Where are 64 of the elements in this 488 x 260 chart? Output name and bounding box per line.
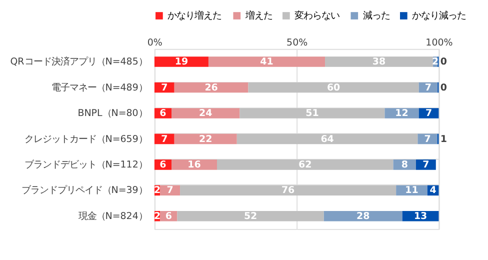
- data-label: 7: [422, 160, 430, 171]
- bar: [208, 56, 326, 67]
- data-label: 0: [440, 82, 448, 94]
- y-tick-label: BNPL（N=80）: [78, 108, 148, 120]
- bar: [174, 82, 248, 93]
- data-label: 6: [160, 160, 167, 171]
- bar: [236, 134, 418, 144]
- data-label: 7: [425, 108, 432, 120]
- data-label: 24: [199, 108, 213, 120]
- x-tick-label: 0%: [147, 38, 162, 49]
- data-label: 1: [440, 134, 448, 145]
- y-tick-label: QRコード決済アプリ（N=485）: [10, 56, 148, 68]
- legend-label: かなり減った: [412, 10, 466, 22]
- data-label: 6: [165, 210, 172, 222]
- data-label: 8: [401, 160, 408, 171]
- bar: [177, 210, 324, 222]
- data-label: 0: [440, 56, 448, 68]
- data-label: 13: [414, 210, 428, 222]
- bar: [180, 185, 396, 196]
- bar: [248, 82, 419, 93]
- x-tick-label: 100%: [426, 38, 453, 49]
- data-label: 64: [320, 134, 334, 145]
- bar: [416, 160, 436, 170]
- data-label: 76: [281, 185, 296, 196]
- data-label: 12: [395, 108, 408, 120]
- data-label: 4: [430, 185, 437, 196]
- bar: [240, 108, 385, 118]
- legend-label: 変わらない: [294, 10, 340, 22]
- bar: [172, 160, 217, 170]
- data-label: 38: [372, 56, 386, 68]
- legend-label: 増えた: [244, 10, 272, 22]
- x-tick-label: 50%: [286, 38, 308, 49]
- data-label: 19: [174, 56, 188, 68]
- data-label: 11: [405, 185, 418, 196]
- data-label: 16: [188, 160, 202, 171]
- data-label: 7: [424, 134, 431, 145]
- data-label: 60: [326, 82, 341, 94]
- y-tick-label: ブランドプリペイド（N=39）: [21, 185, 148, 196]
- data-label: 7: [161, 134, 168, 145]
- data-label: 41: [260, 56, 274, 68]
- data-label: 7: [161, 82, 168, 94]
- data-label: 28: [356, 210, 370, 222]
- legend-label: 減った: [362, 10, 390, 22]
- data-label: 51: [306, 108, 319, 120]
- data-label: 6: [160, 108, 167, 120]
- bar: [172, 108, 240, 118]
- bar: [160, 185, 180, 196]
- bar: [154, 56, 208, 67]
- bar: [216, 160, 394, 170]
- data-label: 52: [244, 210, 258, 222]
- data-label: 2: [154, 210, 161, 222]
- data-label: 7: [166, 185, 174, 196]
- y-tick-label: 現金（N=824）: [78, 210, 148, 222]
- bar: [325, 56, 434, 67]
- legend-label: かなり増えた: [168, 10, 222, 22]
- data-label: 2: [154, 185, 161, 196]
- y-tick-label: ブランドデビット（N=112）: [24, 160, 148, 171]
- data-label: 26: [204, 82, 218, 94]
- data-label: 62: [298, 160, 312, 171]
- data-label: 22: [199, 134, 212, 145]
- y-tick-label: 電子マネー（N=489）: [51, 82, 148, 94]
- bar: [324, 210, 402, 222]
- y-tick-label: クレジットカード（N=659）: [24, 134, 148, 145]
- data-label: 7: [424, 82, 432, 94]
